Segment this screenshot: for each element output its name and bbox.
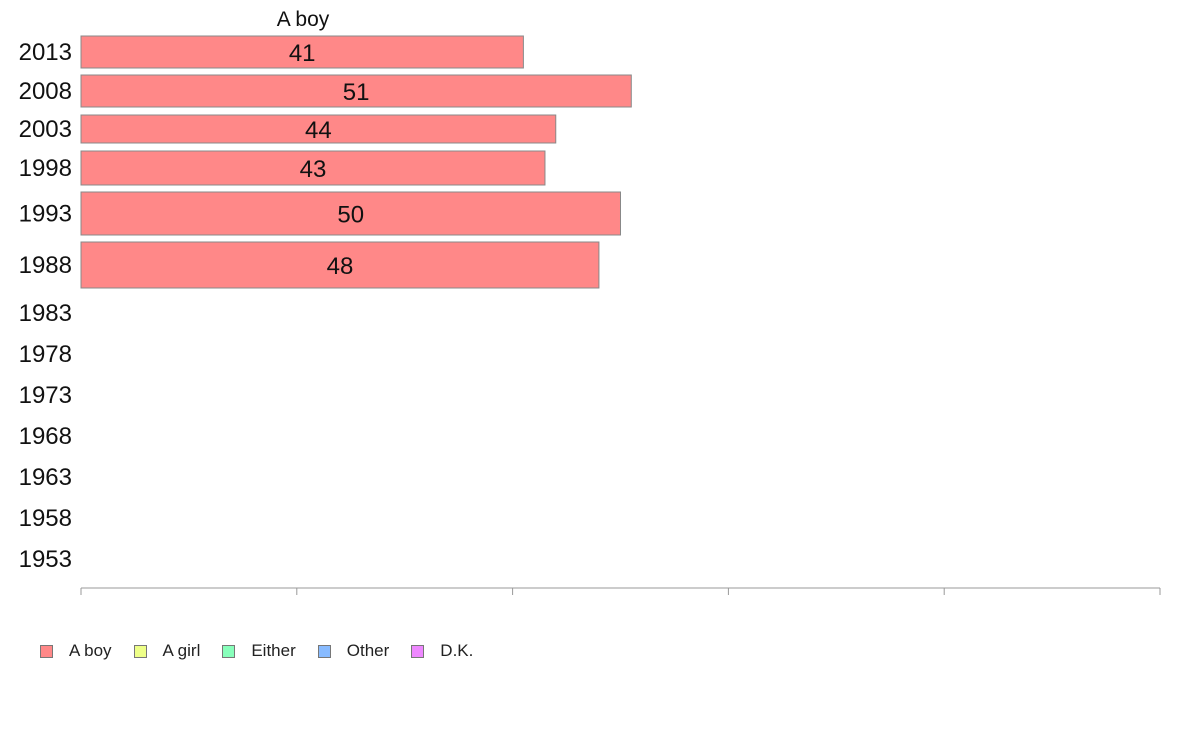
y-tick-label: 2003 [19, 116, 72, 143]
y-axis-labels: 2013 2008 2003 1998 1993 1988 1983 1978 1973 1968… [19, 39, 72, 573]
bar-value-label: 44 [305, 117, 332, 144]
bar-value-label: 48 [327, 253, 354, 280]
y-tick-label: 1953 [19, 546, 72, 573]
legend-label: D.K. [440, 641, 474, 660]
y-tick-label: 1993 [19, 201, 72, 228]
legend-swatch [317, 644, 331, 658]
y-tick-label: 2008 [19, 78, 72, 105]
y-tick-label: 1963 [19, 464, 72, 491]
y-tick-label: 1998 [19, 155, 72, 182]
bars-group: 41 51 44 43 50 48 [80, 35, 632, 289]
y-tick-label: 1978 [19, 341, 72, 368]
legend-item: Either [222, 641, 296, 661]
bar [80, 150, 546, 186]
bar-value-label: 41 [289, 40, 316, 67]
legend-label: A boy [69, 641, 112, 660]
legend-swatch [133, 644, 147, 658]
y-tick-label: 1968 [19, 423, 72, 450]
chart: A boy 41 51 44 43 50 48 2013 2008 2003 1998 1993 1… [19, 8, 1161, 595]
legend-item: Other [317, 641, 390, 661]
legend-swatch [40, 644, 53, 658]
y-tick-label: 1958 [19, 505, 72, 532]
y-tick-label: 1983 [19, 300, 72, 327]
legend-swatch [222, 644, 236, 658]
legend-label: Other [346, 641, 390, 660]
legend-item: A girl [133, 641, 201, 661]
bar [80, 74, 632, 108]
y-tick-label: 1988 [19, 252, 72, 279]
legend-item: A boy [40, 641, 112, 661]
legend-swatch [411, 644, 425, 658]
bar [80, 35, 524, 69]
legend: A boy A girl Either Other D.K. [40, 641, 495, 661]
y-tick-label: 2013 [19, 39, 72, 66]
bar-value-label: 50 [337, 202, 364, 229]
legend-item: D.K. [411, 641, 473, 661]
bar-value-label: 51 [343, 79, 370, 106]
legend-label: A girl [162, 641, 201, 660]
x-axis-ticks: 020406080100 [80, 588, 1161, 595]
bar [80, 114, 557, 144]
y-tick-label: 1973 [19, 382, 72, 409]
bar-value-label: 43 [300, 156, 327, 183]
legend-label: Either [251, 641, 296, 660]
column-header: A boy [277, 8, 330, 31]
bar [80, 241, 600, 289]
bar [80, 191, 621, 236]
